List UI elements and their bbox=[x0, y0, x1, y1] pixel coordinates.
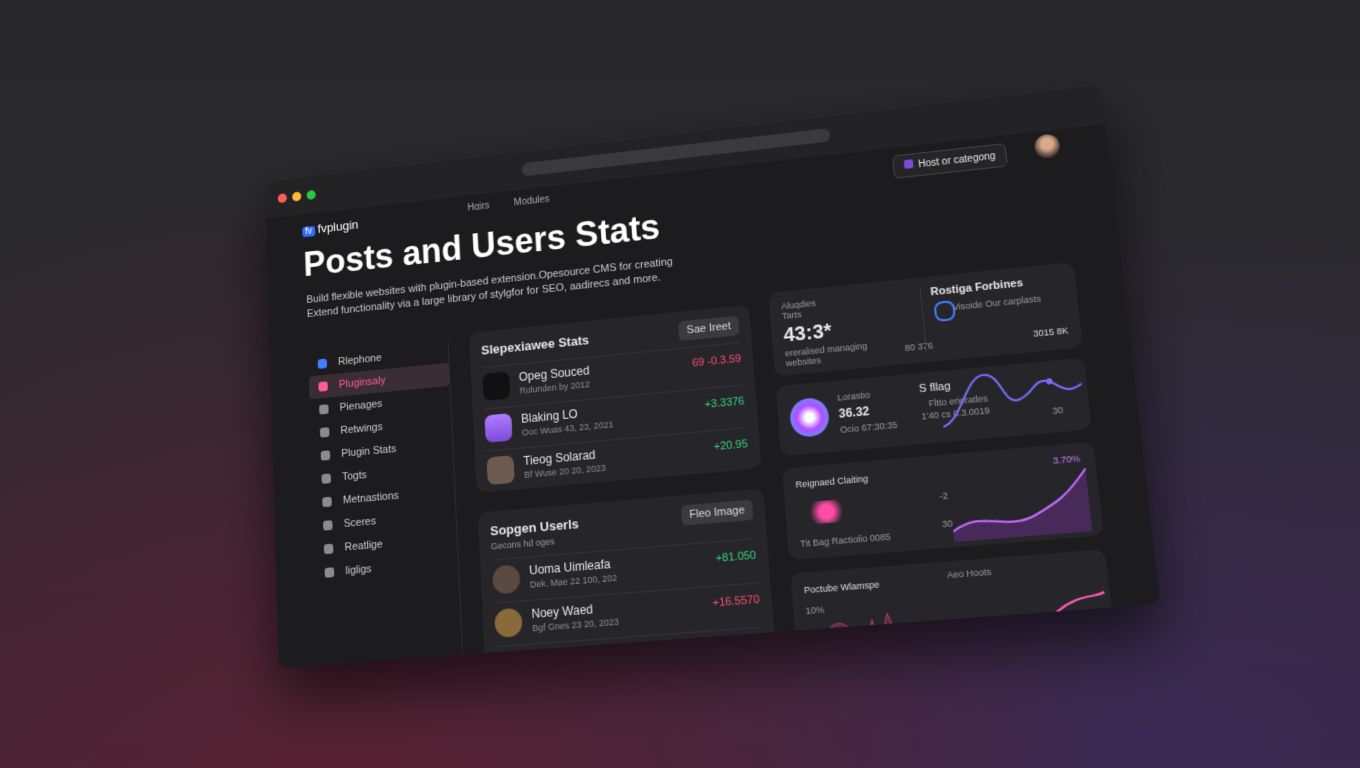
close-dot[interactable] bbox=[277, 193, 287, 204]
trend-card: Lorastio 36.32 Ocio 67:30:35 S fllag Flt… bbox=[775, 357, 1092, 457]
plugin-card: Slepexiawee Stats Sae Ireet Opeg Souced R… bbox=[468, 304, 762, 493]
axis-label: -2 bbox=[938, 490, 949, 502]
row-change: +3.3376 bbox=[704, 395, 745, 411]
stat-card: Aluqdies Tarts 43:3* ereralised managing… bbox=[768, 261, 1083, 377]
avatar bbox=[491, 564, 521, 595]
stat-foot: 3015 8K bbox=[1032, 325, 1069, 339]
nav: Hαirs Modules bbox=[467, 194, 550, 213]
button[interactable]: Sae Ireet bbox=[678, 315, 740, 342]
avatar bbox=[482, 371, 511, 402]
trend-meta: Ocio 67:30:35 bbox=[839, 419, 898, 435]
avatar bbox=[484, 413, 513, 443]
avatar[interactable] bbox=[1033, 133, 1061, 160]
line-chart bbox=[812, 570, 1114, 656]
search-text: Host or categong bbox=[917, 151, 997, 171]
icon bbox=[322, 496, 332, 508]
max-dot[interactable] bbox=[306, 189, 316, 201]
icon bbox=[933, 300, 956, 323]
icon bbox=[317, 358, 328, 369]
blob bbox=[805, 498, 848, 525]
row-change: +17.877 bbox=[721, 638, 764, 654]
avatar bbox=[494, 607, 523, 639]
chart-title: Reignaed Claiting bbox=[795, 473, 869, 490]
stat-label: Aluqdies Tarts bbox=[780, 298, 817, 322]
brand[interactable]: fv fvplugin bbox=[302, 217, 359, 238]
row-change: +81.050 bbox=[715, 549, 757, 565]
nav-link[interactable]: Modules bbox=[513, 194, 550, 209]
row-change: +16.5570 bbox=[712, 593, 760, 610]
icon bbox=[319, 427, 330, 438]
chart-label: Aeo Hoots bbox=[946, 566, 992, 581]
sparkline bbox=[938, 358, 1092, 443]
stat-text: Visoide Our carplasts bbox=[952, 293, 1042, 313]
trend-label: Lorastio bbox=[836, 389, 871, 403]
icon bbox=[322, 520, 333, 531]
row-name: Noty Btaly bbox=[533, 646, 589, 665]
trend-value: 36.32 bbox=[838, 403, 870, 421]
icon bbox=[324, 567, 335, 578]
browser-window: fv fvplugin Hαirs Modules Host or categong… bbox=[264, 85, 1161, 669]
users-card: Sopgen Userls Gecons hd oges Fleo Image … bbox=[477, 488, 777, 669]
url-bar[interactable] bbox=[521, 128, 831, 177]
icon bbox=[788, 396, 831, 439]
icon bbox=[321, 473, 332, 484]
avatar bbox=[496, 651, 526, 669]
bottom-card: Poctube Wlamspe Aeo Hoots 10% bbox=[790, 549, 1115, 657]
min-dot[interactable] bbox=[292, 191, 302, 202]
chart-caption: Tit Bag Ractiolio 0085 bbox=[799, 531, 891, 549]
stat-title: Rostiga Forbines bbox=[929, 277, 1024, 299]
row-change: +20.95 bbox=[713, 438, 749, 454]
brand-text: fvplugin bbox=[317, 217, 359, 236]
search-box[interactable]: Host or categong bbox=[892, 143, 1008, 179]
icon bbox=[320, 450, 331, 461]
area-chart bbox=[947, 458, 1097, 542]
chart-card: Reignaed Claiting Tit Bag Ractiolio 0085… bbox=[782, 441, 1104, 561]
nav-link[interactable]: Hαirs bbox=[467, 200, 490, 214]
stat-foot: 80 376 bbox=[904, 340, 934, 354]
icon bbox=[318, 381, 328, 392]
row-change: 69 -0.3.59 bbox=[691, 352, 742, 370]
icon bbox=[319, 404, 329, 415]
stat-value: 43:3* bbox=[782, 320, 833, 347]
sidebar: Rlephone Pluginsaly Pienages Retwings Plugin… bbox=[308, 339, 464, 669]
avatar bbox=[486, 455, 515, 486]
icon bbox=[323, 543, 334, 555]
